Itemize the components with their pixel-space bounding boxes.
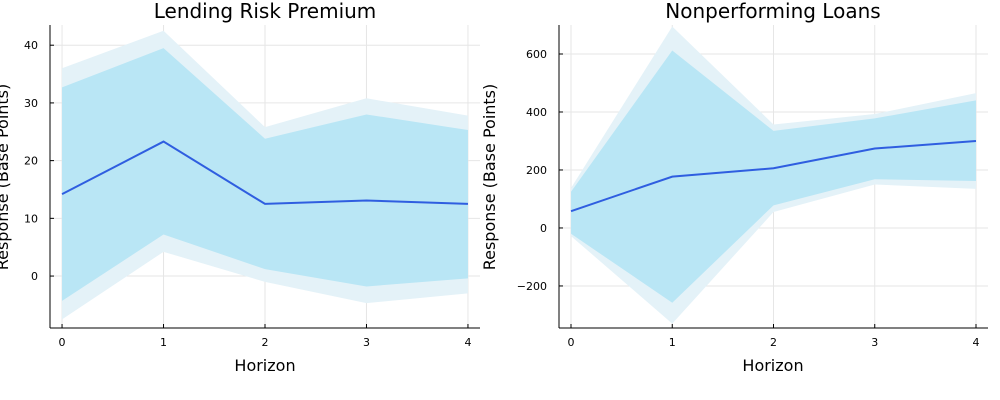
x-tick-label: 0 bbox=[59, 336, 66, 349]
y-tick-label: −200 bbox=[517, 280, 547, 293]
x-tick-label: 3 bbox=[871, 336, 878, 349]
x-tick-label: 2 bbox=[770, 336, 777, 349]
plot-area: −200 0 200 400 600 0 1 2 3 4 bbox=[517, 25, 988, 349]
y-tick-label: 10 bbox=[24, 212, 38, 225]
chart-title: Lending Risk Premium bbox=[154, 0, 377, 23]
y-tick-label: 0 bbox=[31, 270, 38, 283]
inner-confidence-band bbox=[571, 50, 976, 303]
y-tick-label: 20 bbox=[24, 155, 38, 168]
y-tick-label: 40 bbox=[24, 39, 38, 52]
y-axis-label: Response (Base Points) bbox=[480, 84, 499, 271]
y-tick-label: 0 bbox=[540, 222, 547, 235]
lending-risk-premium-panel: Lending Risk Premium Horizon Response (B… bbox=[0, 0, 480, 375]
y-tick-label: 400 bbox=[526, 106, 547, 119]
x-tick-label: 0 bbox=[568, 336, 575, 349]
y-tick-label: 30 bbox=[24, 97, 38, 110]
x-tick-label: 3 bbox=[363, 336, 370, 349]
x-tick-label: 1 bbox=[160, 336, 167, 349]
x-axis-label: Horizon bbox=[742, 356, 803, 375]
nonperforming-loans-panel: Nonperforming Loans Horizon Response (Ba… bbox=[480, 0, 988, 375]
x-tick-label: 1 bbox=[669, 336, 676, 349]
y-tick-label: 200 bbox=[526, 164, 547, 177]
x-tick-label: 4 bbox=[464, 336, 471, 349]
median-response-line bbox=[570, 139, 977, 213]
chart-title: Nonperforming Loans bbox=[665, 0, 880, 23]
x-axis-label: Horizon bbox=[234, 356, 295, 375]
plot-area: 0 10 20 30 40 0 1 2 3 4 bbox=[24, 25, 480, 349]
y-axis-label: Response (Base Points) bbox=[0, 84, 12, 271]
inner-confidence-band bbox=[62, 48, 468, 301]
median-response-line bbox=[61, 140, 468, 205]
x-tick-label: 2 bbox=[262, 336, 269, 349]
x-tick-label: 4 bbox=[972, 336, 979, 349]
y-tick-label: 600 bbox=[526, 48, 547, 61]
